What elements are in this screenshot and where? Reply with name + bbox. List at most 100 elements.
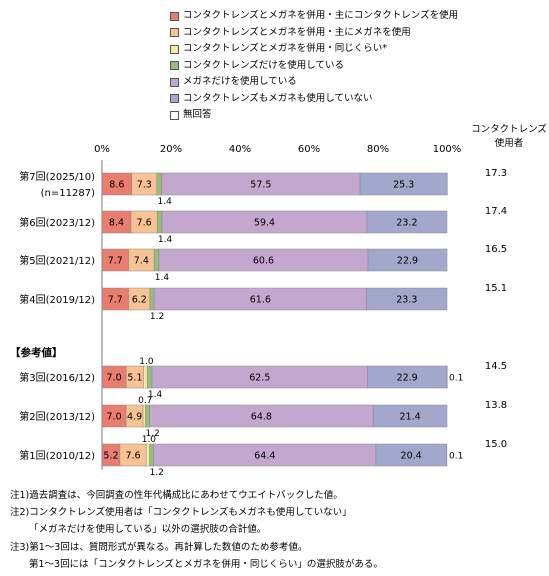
notes: 注1)過去調査は、今回調査の性年代構成比にあわせてウエイトバックした値。 注2)…	[10, 487, 383, 573]
bar-segment	[156, 210, 163, 234]
legend-item: コンタクトレンズだけを使用している	[170, 58, 458, 75]
contact-users-value: 17.3	[485, 168, 507, 179]
bar-segment	[359, 172, 448, 196]
x-tick-label: 60%	[298, 144, 320, 155]
legend-label: メガネだけを使用している	[183, 76, 297, 87]
bar-segment	[372, 404, 448, 428]
data-label: 61.6	[250, 295, 271, 306]
data-label: 20.4	[401, 451, 422, 462]
data-label-below: 1.4	[158, 197, 173, 207]
note-line: 注2)コンタクトレンズ使用者は「コンタクトレンズもメガネも使用していない」	[10, 507, 352, 519]
category-label: 第5回(2021/12)	[19, 254, 95, 267]
data-label: 23.2	[396, 218, 417, 229]
data-label: 5.2	[103, 451, 118, 462]
bar-segment	[156, 172, 162, 196]
category-sublabel: (n=11287)	[41, 188, 95, 199]
legend-label: コンタクトレンズだけを使用している	[183, 59, 345, 71]
data-label: 7.3	[137, 180, 152, 191]
bar-segment	[145, 404, 150, 428]
data-label-right: 0.1	[449, 374, 463, 384]
legend-swatch	[170, 61, 179, 71]
legend-label: コンタクトレンズとメガネを併用・同じくらい*	[183, 43, 388, 54]
note-line: 「メガネだけを使用している」以外の選択肢の合計値。	[29, 524, 267, 536]
data-label: 7.6	[125, 451, 140, 462]
data-label: 7.0	[107, 373, 122, 384]
contact-users-header: コンタクトレンズ 使用者	[469, 123, 549, 151]
data-label-above: 1.0	[142, 435, 157, 445]
data-label: 21.4	[400, 412, 421, 423]
contact-users-value: 13.8	[485, 400, 507, 411]
bar-segment	[145, 443, 150, 467]
bar-segment	[142, 404, 146, 428]
data-label: 8.6	[109, 180, 124, 191]
x-tick-label: 20%	[160, 144, 182, 155]
data-label-above: 1.0	[139, 357, 154, 367]
data-label-below: 1.2	[150, 468, 164, 478]
data-label: 22.9	[397, 373, 418, 384]
bar-segment	[446, 365, 448, 389]
category-label: 第2回(2013/12)	[19, 410, 95, 423]
data-label-above: 0.7	[138, 396, 152, 406]
data-label: 6.2	[132, 295, 147, 306]
contact-users-value: 17.4	[485, 206, 507, 217]
data-label-below: 1.4	[148, 390, 163, 400]
x-tick-label: 40%	[229, 144, 251, 155]
legend-swatch	[170, 11, 179, 21]
data-label: 7.7	[108, 295, 123, 306]
contact-users-header-text: コンタクトレンズ 使用者	[471, 124, 547, 149]
data-label: 25.3	[393, 180, 414, 191]
data-label: 59.4	[254, 218, 275, 229]
data-label-below: 1.4	[155, 273, 170, 283]
category-label: 第3回(2016/12)	[19, 371, 95, 384]
data-label: 7.4	[134, 256, 149, 267]
legend-swatch	[170, 44, 179, 54]
bar-segment	[143, 365, 148, 389]
data-label-below: 1.2	[150, 312, 164, 322]
legend-item: 無回答	[170, 107, 458, 124]
legend-label: コンタクトレンズもメガネも使用していない	[183, 92, 373, 104]
legend-item: コンタクトレンズとメガネを併用・主にコンタクトレンズを使用	[170, 8, 458, 25]
data-label-right: 0.1	[449, 452, 463, 462]
legend-label: コンタクトレンズとメガネを併用・主にメガネを使用	[183, 26, 411, 38]
legend: コンタクトレンズとメガネを併用・主にコンタクトレンズを使用 コンタクトレンズとメ…	[170, 8, 458, 124]
category-label: 第6回(2023/12)	[19, 216, 95, 229]
bar-segment	[153, 248, 160, 272]
x-tick-label: 80%	[367, 144, 389, 155]
bar-segment	[367, 248, 448, 272]
bar-segment	[366, 287, 448, 311]
x-tick-label: 100%	[433, 144, 462, 155]
legend-item: コンタクトレンズもメガネも使用していない	[170, 91, 458, 108]
data-label: 4.9	[127, 412, 142, 423]
category-label: 第1回(2010/12)	[19, 449, 95, 462]
bar-segment	[446, 443, 448, 467]
legend-swatch	[170, 94, 179, 104]
data-label: 64.8	[251, 412, 272, 423]
data-label: 7.6	[137, 218, 152, 229]
legend-item: メガネだけを使用している	[170, 74, 458, 91]
bar-segment	[149, 287, 155, 311]
data-label: 7.7	[108, 256, 123, 267]
legend-swatch	[170, 110, 179, 120]
data-label: 7.0	[107, 412, 122, 423]
legend-swatch	[170, 28, 179, 38]
section-label: 【参考値】	[10, 346, 63, 359]
data-label-below: 1.4	[158, 235, 173, 245]
data-label: 8.4	[109, 218, 124, 229]
legend-item: コンタクトレンズとメガネを併用・同じくらい*	[170, 41, 458, 58]
data-label-below: 1.2	[145, 429, 159, 439]
legend-label: コンタクトレンズとメガネを併用・主にコンタクトレンズを使用	[183, 10, 459, 21]
note-line: 注3)第1～3回は、質問形式が異なる。再計算した数値のため参考値。	[10, 541, 308, 553]
x-tick-label: 0%	[94, 144, 110, 155]
bar-segment	[149, 443, 155, 467]
contact-users-value: 15.0	[485, 439, 507, 450]
category-label: 第7回(2025/10)	[19, 170, 95, 183]
category-label: 第4回(2019/12)	[19, 293, 95, 306]
note-line: 注1)過去調査は、今回調査の性年代構成比にあわせてウエイトバックした値。	[10, 490, 343, 501]
data-label: 22.9	[397, 256, 418, 267]
contact-users-value: 14.5	[485, 361, 507, 372]
legend-swatch	[170, 77, 179, 87]
legend-item: コンタクトレンズとメガネを併用・主にメガネを使用	[170, 25, 458, 42]
data-label: 23.3	[396, 295, 417, 306]
data-label: 5.1	[127, 373, 142, 384]
